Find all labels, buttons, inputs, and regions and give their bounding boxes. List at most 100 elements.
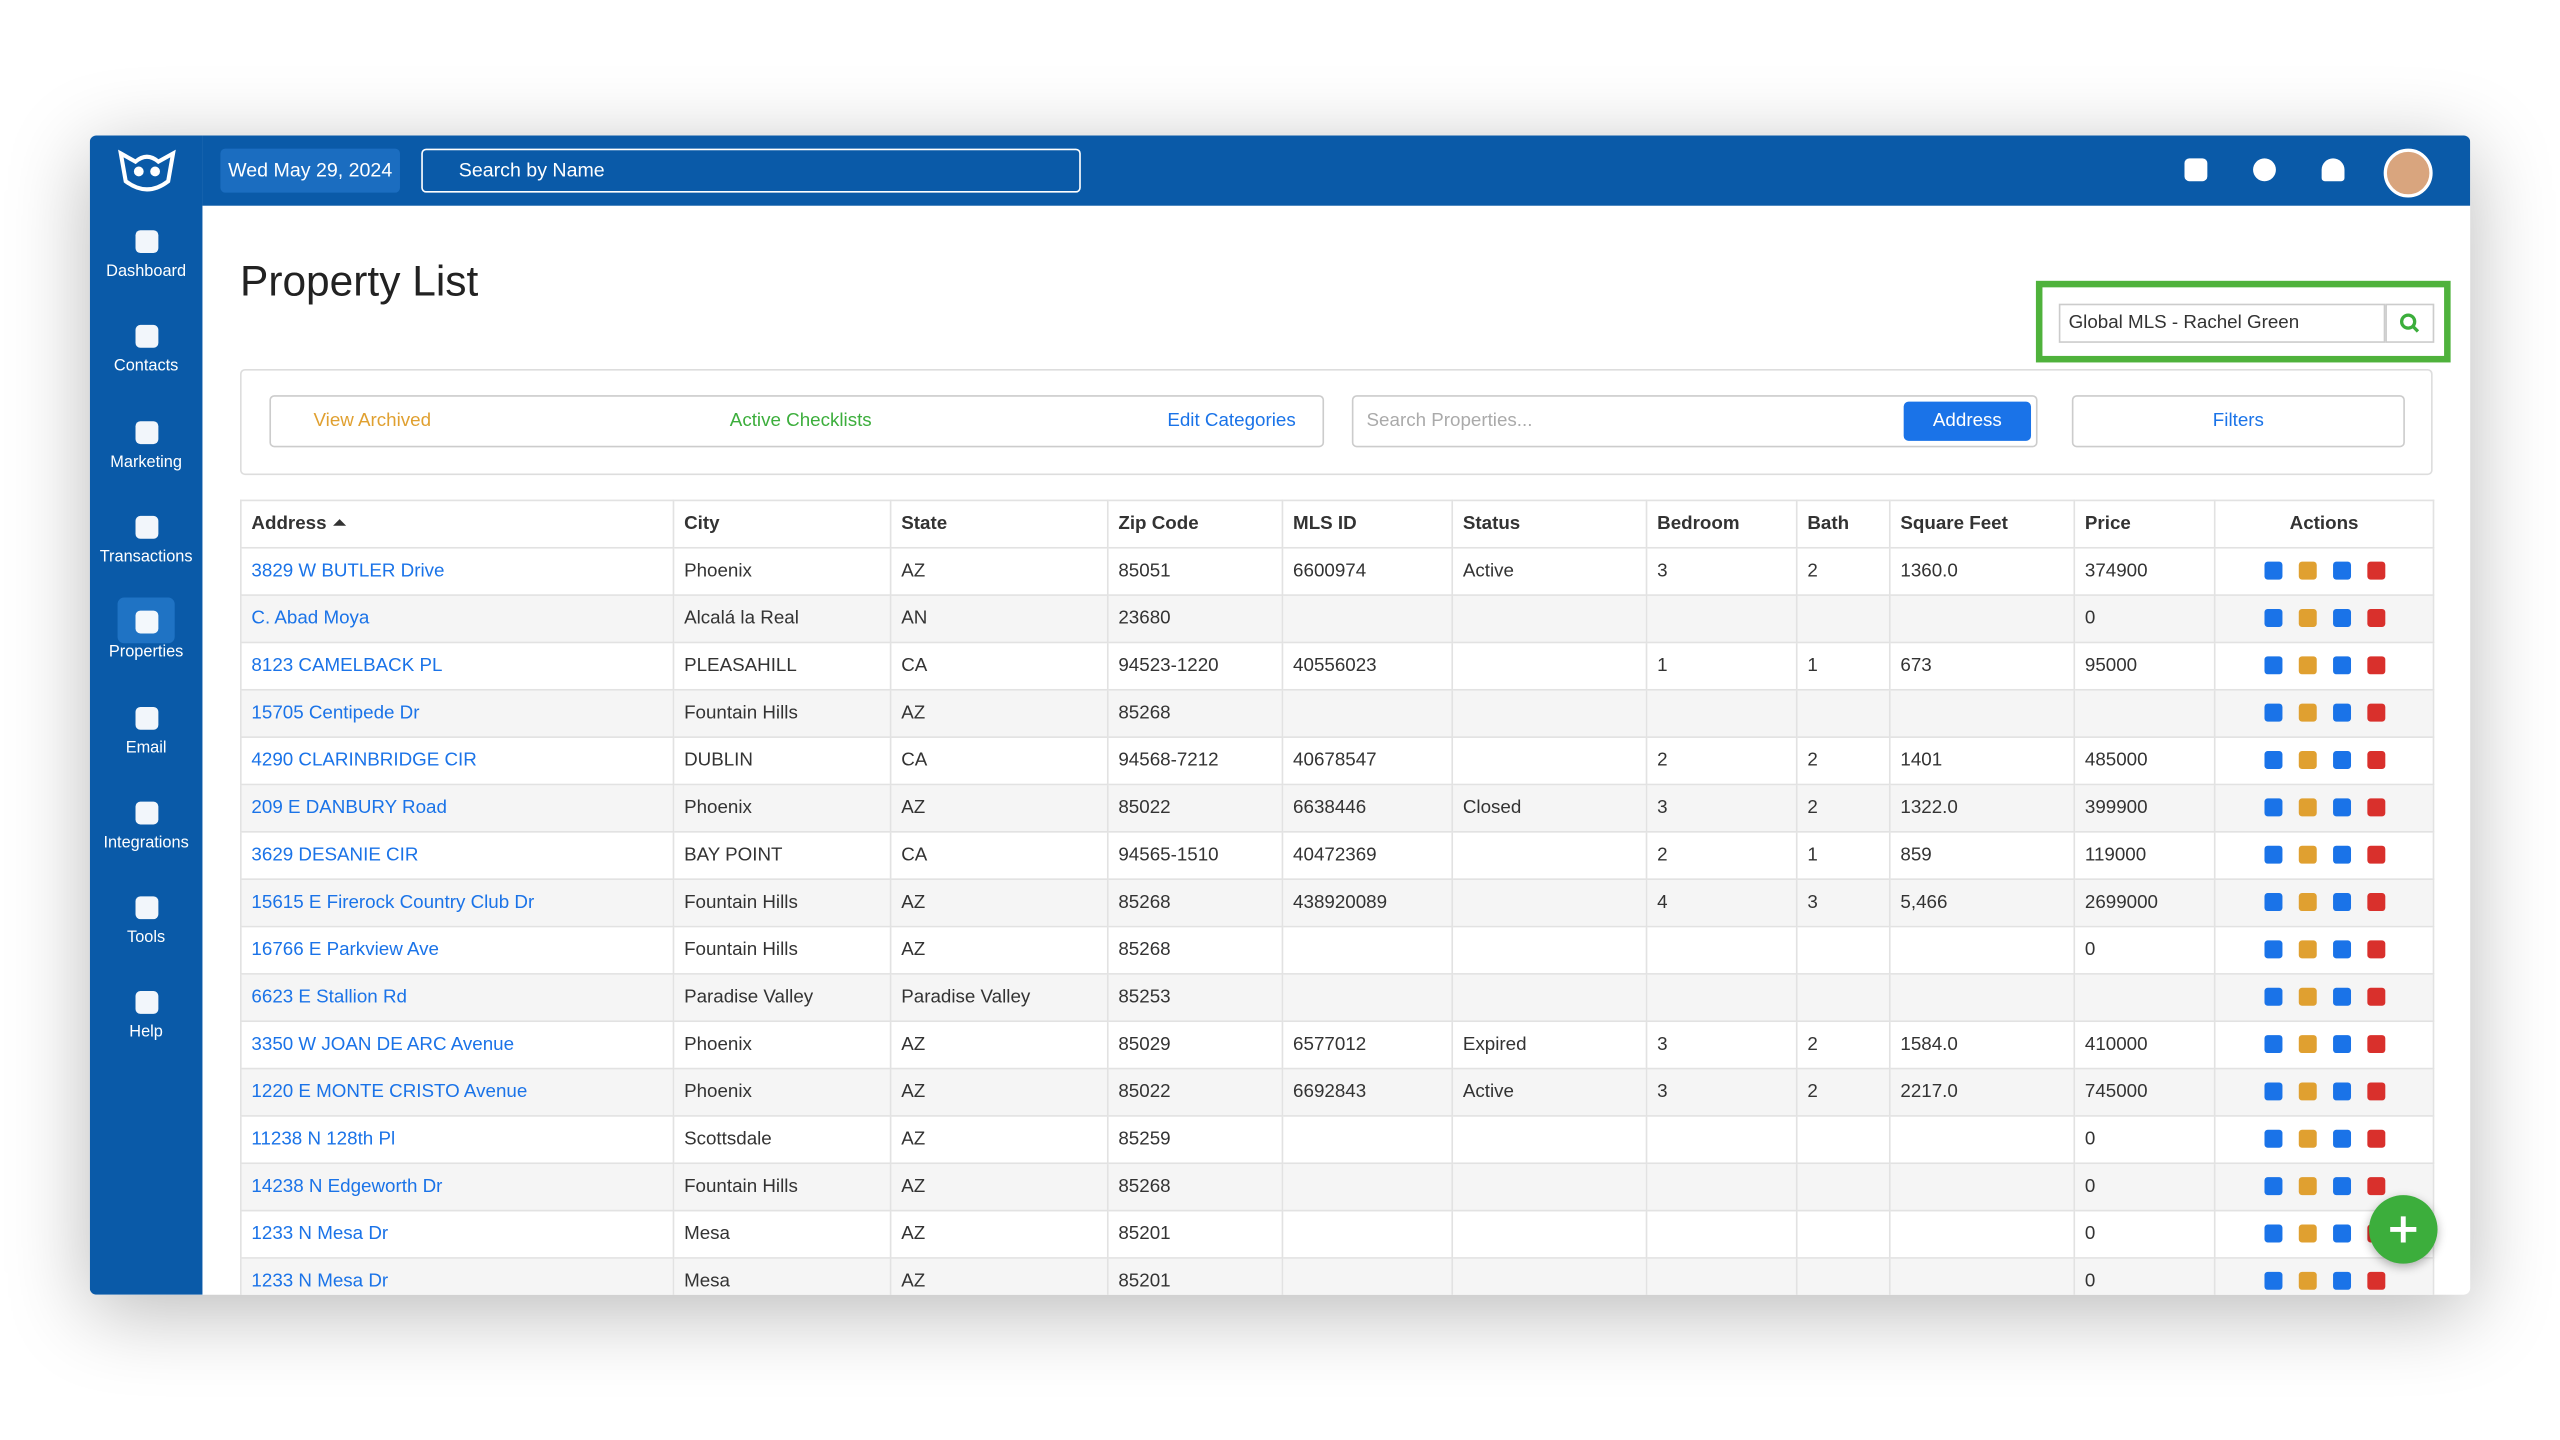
archive-icon[interactable] [2297,799,2316,818]
delete-icon[interactable] [2366,1272,2385,1291]
ad-icon[interactable] [2332,704,2351,723]
edit-icon[interactable] [2263,893,2282,912]
mls-select[interactable]: Global MLS - Rachel Green [2058,303,2386,343]
address-link[interactable]: 11238 N 128th Pl [239,1115,675,1165]
address-link[interactable]: C. Abad Moya [239,594,675,644]
ad-icon[interactable] [2332,1177,2351,1196]
nav-item[interactable]: Email [90,706,203,757]
delete-icon[interactable] [2366,562,2385,581]
delete-icon[interactable] [2366,1035,2385,1054]
ad-icon[interactable] [2332,988,2351,1007]
date-button[interactable]: Wed May 29, 2024 [220,148,400,193]
delete-icon[interactable] [2366,846,2385,865]
address-link[interactable]: 15615 E Firerock Country Club Dr [239,878,675,928]
column-header[interactable]: Address [239,499,675,549]
archive-icon[interactable] [2297,846,2316,865]
archive-icon[interactable] [2297,941,2316,960]
edit-icon[interactable] [2263,799,2282,818]
archive-icon[interactable] [2297,562,2316,581]
edit-icon[interactable] [2263,846,2282,865]
edit-icon[interactable] [2263,562,2282,581]
ad-icon[interactable] [2332,941,2351,960]
ad-icon[interactable] [2332,1130,2351,1149]
address-link[interactable]: 1220 E MONTE CRISTO Avenue [239,1067,675,1117]
delete-icon[interactable] [2366,941,2385,960]
edit-icon[interactable] [2263,657,2282,676]
nav-item[interactable]: Marketing [90,420,203,471]
edit-icon[interactable] [2263,1130,2282,1149]
archive-icon[interactable] [2297,657,2316,676]
nav-item[interactable]: Dashboard [90,230,203,281]
search-field-button[interactable]: Address [1903,401,2032,441]
delete-icon[interactable] [2366,1177,2385,1196]
delete-icon[interactable] [2366,988,2385,1007]
archive-icon[interactable] [2297,988,2316,1007]
archive-icon[interactable] [2297,1177,2316,1196]
nav-item[interactable]: Integrations [90,801,203,852]
address-link[interactable]: 1233 N Mesa Dr [239,1209,675,1259]
edit-icon[interactable] [2263,751,2282,770]
nav-item[interactable]: Tools [90,896,203,947]
edit-icon[interactable] [2263,1272,2282,1291]
ad-icon[interactable] [2332,846,2351,865]
delete-icon[interactable] [2366,799,2385,818]
address-link[interactable]: 1233 N Mesa Dr [239,1257,675,1295]
ad-icon[interactable] [2332,799,2351,818]
avatar[interactable] [2383,148,2433,198]
settings-icon[interactable] [2253,158,2276,182]
archive-icon[interactable] [2297,1130,2316,1149]
archive-icon[interactable] [2297,1035,2316,1054]
ad-icon[interactable] [2332,1272,2351,1291]
delete-icon[interactable] [2366,657,2385,676]
edit-icon[interactable] [2263,704,2282,723]
ad-icon[interactable] [2332,893,2351,912]
ad-icon[interactable] [2332,1083,2351,1102]
edit-icon[interactable] [2263,1083,2282,1102]
edit-icon[interactable] [2263,1177,2282,1196]
edit-icon[interactable] [2263,609,2282,628]
edit-icon[interactable] [2263,941,2282,960]
address-link[interactable]: 15705 Centipede Dr [239,688,675,738]
name-search[interactable]: Search by Name [421,148,1081,193]
edit-icon[interactable] [2263,1035,2282,1054]
delete-icon[interactable] [2366,1083,2385,1102]
address-link[interactable]: 16766 E Parkview Ave [239,925,675,975]
address-link[interactable]: 8123 CAMELBACK PL [239,641,675,691]
nav-item[interactable]: Help [90,991,203,1042]
edit-categories[interactable]: Edit Categories [1167,411,1296,432]
address-link[interactable]: 6623 E Stallion Rd [239,973,675,1023]
delete-icon[interactable] [2366,893,2385,912]
address-link[interactable]: 209 E DANBURY Road [239,783,675,833]
archive-icon[interactable] [2297,1272,2316,1291]
ad-icon[interactable] [2332,751,2351,770]
ad-icon[interactable] [2332,562,2351,581]
address-link[interactable]: 14238 N Edgeworth Dr [239,1162,675,1212]
archive-icon[interactable] [2297,1083,2316,1102]
view-archived[interactable]: View Archived [313,411,432,432]
bell-icon[interactable] [2321,158,2345,182]
active-checklists[interactable]: Active Checklists [729,411,872,432]
nav-item[interactable]: Transactions [90,515,203,566]
filters-button[interactable]: Filters [2071,395,2405,448]
address-link[interactable]: 4290 CLARINBRIDGE CIR [239,736,675,786]
address-link[interactable]: 3629 DESANIE CIR [239,831,675,880]
nav-item[interactable]: Contacts [90,325,203,376]
archive-icon[interactable] [2297,609,2316,628]
archive-icon[interactable] [2297,1225,2316,1244]
mls-search-button[interactable] [2385,303,2435,343]
ad-icon[interactable] [2332,609,2351,628]
archive-icon[interactable] [2297,751,2316,770]
address-link[interactable]: 3350 W JOAN DE ARC Avenue [239,1020,675,1070]
add-button[interactable] [2368,1195,2438,1264]
edit-icon[interactable] [2263,1225,2282,1244]
delete-icon[interactable] [2366,609,2385,628]
delete-icon[interactable] [2366,751,2385,770]
archive-icon[interactable] [2297,704,2316,723]
archive-icon[interactable] [2297,893,2316,912]
edit-icon[interactable] [2263,988,2282,1007]
nav-item[interactable]: Properties [90,597,203,662]
ad-icon[interactable] [2332,1035,2351,1054]
ad-icon[interactable] [2332,1225,2351,1244]
delete-icon[interactable] [2366,1130,2385,1149]
ad-icon[interactable] [2332,657,2351,676]
